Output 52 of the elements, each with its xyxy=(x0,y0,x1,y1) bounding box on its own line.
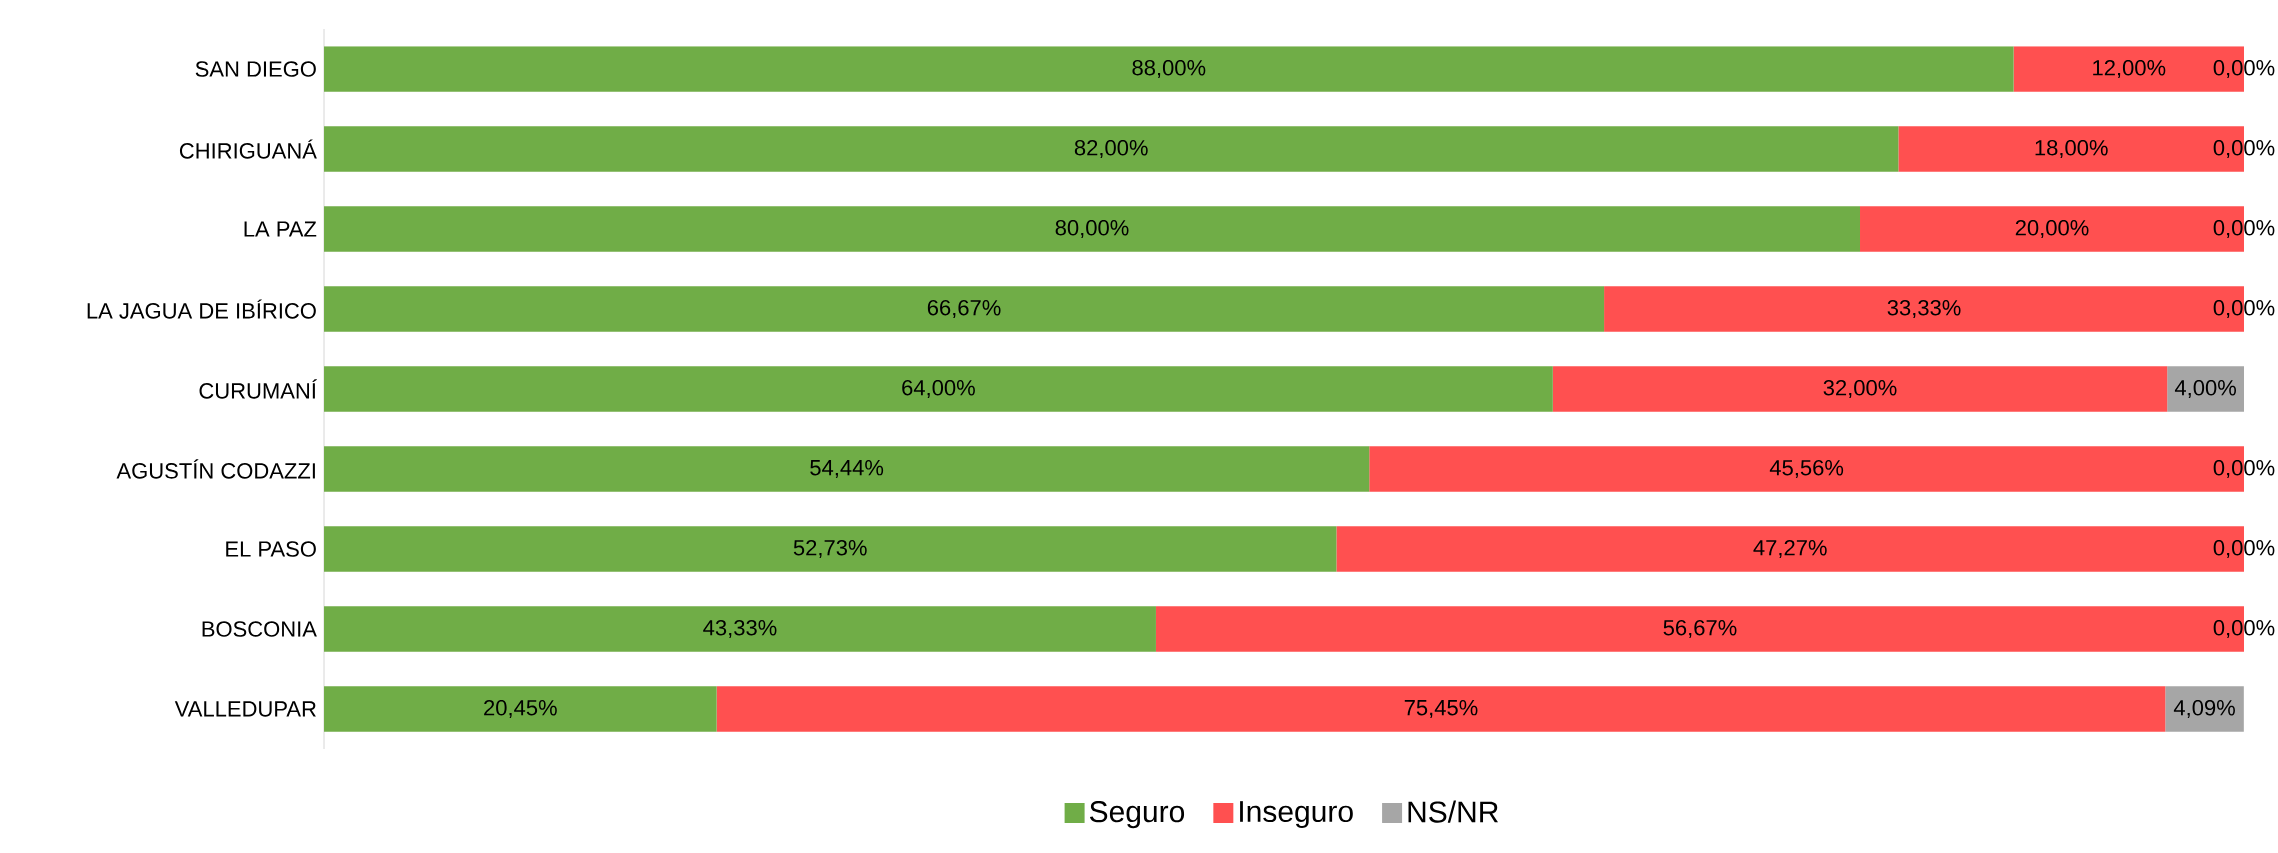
y-tick-label: BOSCONIA xyxy=(202,621,317,637)
data-label: 56,67% xyxy=(1663,619,1737,639)
data-label: 4,00% xyxy=(2174,379,2236,399)
data-label: 0,00% xyxy=(2213,459,2275,479)
y-tick-label: LA PAZ xyxy=(244,221,317,237)
legend-label: Seguro xyxy=(1089,801,1185,829)
bar xyxy=(324,46,2014,92)
bar xyxy=(324,606,1156,652)
data-label: 64,00% xyxy=(902,379,975,399)
data-label: 43,33% xyxy=(703,619,777,639)
data-label: 54,44% xyxy=(810,459,884,479)
data-label: 4,09% xyxy=(2173,699,2235,719)
bar xyxy=(716,686,2166,732)
data-label: 47,27% xyxy=(1753,539,1827,559)
data-label: 0,00% xyxy=(2213,139,2275,159)
y-tick-label: CHIRIGUANÁ xyxy=(179,139,317,159)
data-label: 75,45% xyxy=(1404,699,1478,719)
y-tick-label: CURUMANÍ xyxy=(199,379,317,399)
data-label: 0,00% xyxy=(2213,59,2275,79)
bar xyxy=(2165,686,2244,732)
data-label: 82,00% xyxy=(1074,139,1148,159)
y-tick-label: SAN DIEGO xyxy=(195,61,316,77)
bar xyxy=(324,686,717,732)
legend-label: Inseguro xyxy=(1240,801,1353,829)
legend-label: NS/NR xyxy=(1408,800,1499,823)
bar xyxy=(324,126,1899,172)
y-tick-label: VALLEDUPAR xyxy=(174,701,316,717)
data-label: 0,00% xyxy=(2213,539,2275,559)
y-tick-label: AGUSTÍN CODAZZI xyxy=(116,459,315,479)
bar xyxy=(324,526,1337,572)
data-label: 20,45% xyxy=(484,699,557,719)
data-label: 12,00% xyxy=(2093,59,2166,79)
y-tick-label: LA JAGUA DE IBÍRICO xyxy=(87,299,316,319)
bar xyxy=(1552,366,2168,412)
data-label: 33,33% xyxy=(1887,299,1961,319)
bar xyxy=(324,446,1370,492)
bar xyxy=(2167,366,2245,412)
data-label: 66,67% xyxy=(927,299,1001,319)
data-label: 0,00% xyxy=(2213,619,2275,639)
y-tick-label: EL PASO xyxy=(226,541,316,557)
data-label: 45,56% xyxy=(1769,459,1844,479)
bar xyxy=(324,286,1605,332)
data-label: 32,00% xyxy=(1823,379,1897,399)
data-label: 80,00% xyxy=(1055,219,1129,239)
data-label: 18,00% xyxy=(2035,139,2108,159)
data-label: 0,00% xyxy=(2213,299,2275,319)
data-label: 20,00% xyxy=(2015,219,2089,239)
data-label: 52,73% xyxy=(793,539,867,559)
data-label: 88,00% xyxy=(1132,59,1206,79)
bar xyxy=(324,206,1861,252)
bar xyxy=(324,366,1553,412)
data-label: 0,00% xyxy=(2213,219,2275,239)
